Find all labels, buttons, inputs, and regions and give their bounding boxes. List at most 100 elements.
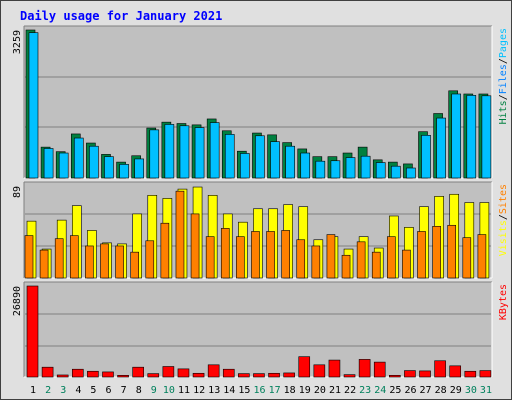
panel-3-background xyxy=(24,282,492,377)
panel-3-legend: KBytes xyxy=(498,284,509,320)
x-tick-label-day-30: 30 xyxy=(465,385,477,396)
pages-bar-day-8 xyxy=(134,158,144,179)
pages-bar-day-28 xyxy=(436,117,446,179)
pages-bar-day-30 xyxy=(466,95,477,179)
kbytes-bar-day-28 xyxy=(434,360,446,378)
pages-bar-day-19 xyxy=(300,152,311,179)
legend-sites: Sites xyxy=(498,184,509,214)
pages-bar-day-3 xyxy=(58,152,69,179)
kbytes-bar-day-11 xyxy=(177,368,190,378)
legend-hits: Hits xyxy=(498,100,509,124)
pages-bar-day-22 xyxy=(345,157,356,179)
x-tick-label-day-19: 19 xyxy=(299,385,311,396)
pages-bar-day-31 xyxy=(481,95,492,179)
pages-bar-day-21 xyxy=(330,160,341,179)
x-tick-label-day-15: 15 xyxy=(238,385,250,396)
sites-bar-day-8 xyxy=(130,251,139,279)
x-tick-label-day-6: 6 xyxy=(106,385,112,396)
kbytes-bar-day-22 xyxy=(343,374,356,378)
pages-bar-day-16 xyxy=(255,135,265,179)
panel-1-legend-separator: / xyxy=(498,58,509,64)
kbytes-bar-day-23 xyxy=(358,359,371,378)
panel-2-legend: Visits/Sites xyxy=(498,184,509,256)
pages-bar-day-12 xyxy=(194,127,205,179)
sites-bar-day-5 xyxy=(85,245,94,279)
kbytes-bar-day-26 xyxy=(404,370,416,378)
sites-bar-day-26 xyxy=(402,249,411,279)
kbytes-bar-day-4 xyxy=(71,368,84,378)
x-tick-label-day-12: 12 xyxy=(193,385,205,396)
kbytes-bar-day-16 xyxy=(253,373,265,378)
kbytes-bar-day-10 xyxy=(162,366,175,378)
pages-bar-day-26 xyxy=(406,167,416,179)
x-tick-label-day-23: 23 xyxy=(359,385,371,396)
panel-2-y-max-label: 89 xyxy=(12,186,23,198)
x-tick-label-day-4: 4 xyxy=(75,385,81,396)
x-tick-label-day-31: 31 xyxy=(480,385,492,396)
pages-bar-day-20 xyxy=(315,160,326,179)
panel-2-legend-separator: / xyxy=(498,214,509,220)
x-tick-label-day-25: 25 xyxy=(389,385,401,396)
sites-bar-day-6 xyxy=(100,243,109,279)
legend-files: Files xyxy=(498,64,509,94)
sites-bar-day-21 xyxy=(326,234,336,279)
pages-bar-day-10 xyxy=(164,124,175,179)
kbytes-bar-day-9 xyxy=(147,373,160,378)
x-tick-label-day-18: 18 xyxy=(284,385,296,396)
pages-bar-day-17 xyxy=(270,141,280,179)
x-tick-label-day-13: 13 xyxy=(208,385,220,396)
pages-bar-day-4 xyxy=(73,137,84,179)
x-tick-label-day-14: 14 xyxy=(223,385,235,396)
x-tick-label-day-27: 27 xyxy=(420,385,432,396)
x-tick-label-day-3: 3 xyxy=(60,385,66,396)
kbytes-bar-day-15 xyxy=(238,373,250,378)
x-tick-label-day-1: 1 xyxy=(30,385,36,396)
sites-bar-day-2 xyxy=(39,249,49,279)
kbytes-bar-day-17 xyxy=(268,372,280,378)
kbytes-bar-day-31 xyxy=(479,370,492,378)
kbytes-bar-day-18 xyxy=(283,372,295,378)
sites-bar-day-18 xyxy=(281,230,290,279)
sites-bar-day-16 xyxy=(251,231,260,279)
x-tick-label-day-29: 29 xyxy=(450,385,462,396)
sites-bar-day-12 xyxy=(190,213,200,279)
pages-bar-day-24 xyxy=(375,162,386,179)
sites-bar-day-22 xyxy=(341,254,351,279)
pages-bar-day-25 xyxy=(391,165,401,179)
pages-bar-day-27 xyxy=(421,135,431,179)
kbytes-bar-day-1 xyxy=(26,285,39,378)
kbytes-bar-day-13 xyxy=(207,364,220,378)
pages-bar-day-2 xyxy=(43,148,54,179)
pages-bar-day-18 xyxy=(285,145,295,179)
sites-bar-day-9 xyxy=(145,240,155,279)
pages-bar-day-29 xyxy=(451,93,462,179)
legend-pages: Pages xyxy=(498,28,509,58)
x-tick-label-day-16: 16 xyxy=(253,385,265,396)
kbytes-bar-day-25 xyxy=(389,375,401,378)
sites-bar-day-13 xyxy=(205,236,215,279)
kbytes-bar-day-21 xyxy=(328,359,341,378)
kbytes-bar-day-20 xyxy=(313,364,326,378)
legend-kbytes: KBytes xyxy=(498,284,509,320)
x-tick-label-day-9: 9 xyxy=(151,385,157,396)
x-tick-label-day-11: 11 xyxy=(178,385,190,396)
pages-bar-day-14 xyxy=(224,134,235,179)
kbytes-bar-day-30 xyxy=(464,370,477,378)
pages-bar-day-23 xyxy=(360,155,371,179)
kbytes-bar-day-29 xyxy=(449,365,462,378)
kbytes-bar-day-6 xyxy=(102,371,114,378)
panel-3-y-max-label: 26890 xyxy=(12,286,23,316)
sites-bar-day-1 xyxy=(24,235,34,279)
kbytes-bar-day-19 xyxy=(298,356,311,378)
sites-bar-day-25 xyxy=(387,236,396,279)
kbytes-bar-day-12 xyxy=(192,372,205,378)
chart-title: Daily usage for January 2021 xyxy=(20,9,222,23)
sites-bar-day-10 xyxy=(160,222,170,279)
kbytes-bar-day-8 xyxy=(132,366,144,378)
pages-bar-day-11 xyxy=(179,125,190,179)
x-tick-label-day-5: 5 xyxy=(90,385,96,396)
sites-bar-day-23 xyxy=(356,241,366,279)
pages-bar-day-15 xyxy=(240,153,250,179)
